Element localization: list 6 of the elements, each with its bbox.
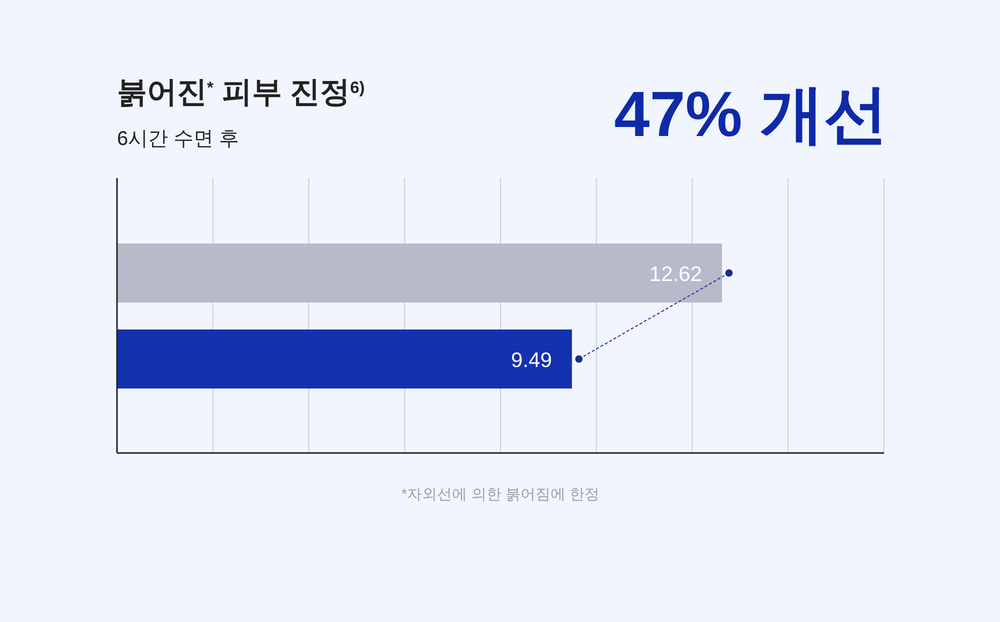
- data-label: 9.49: [511, 349, 552, 372]
- chart-subtitle: 6시간 수면 후: [117, 128, 240, 150]
- text: 47% 개선: [614, 78, 888, 150]
- data-label: 12.62: [649, 263, 702, 286]
- chart-title: 붉어진$^{*}$ 피부 진정$^{6)}$: [117, 76, 365, 109]
- text: *자외선에 의한 붉어짐에 한정: [401, 486, 600, 503]
